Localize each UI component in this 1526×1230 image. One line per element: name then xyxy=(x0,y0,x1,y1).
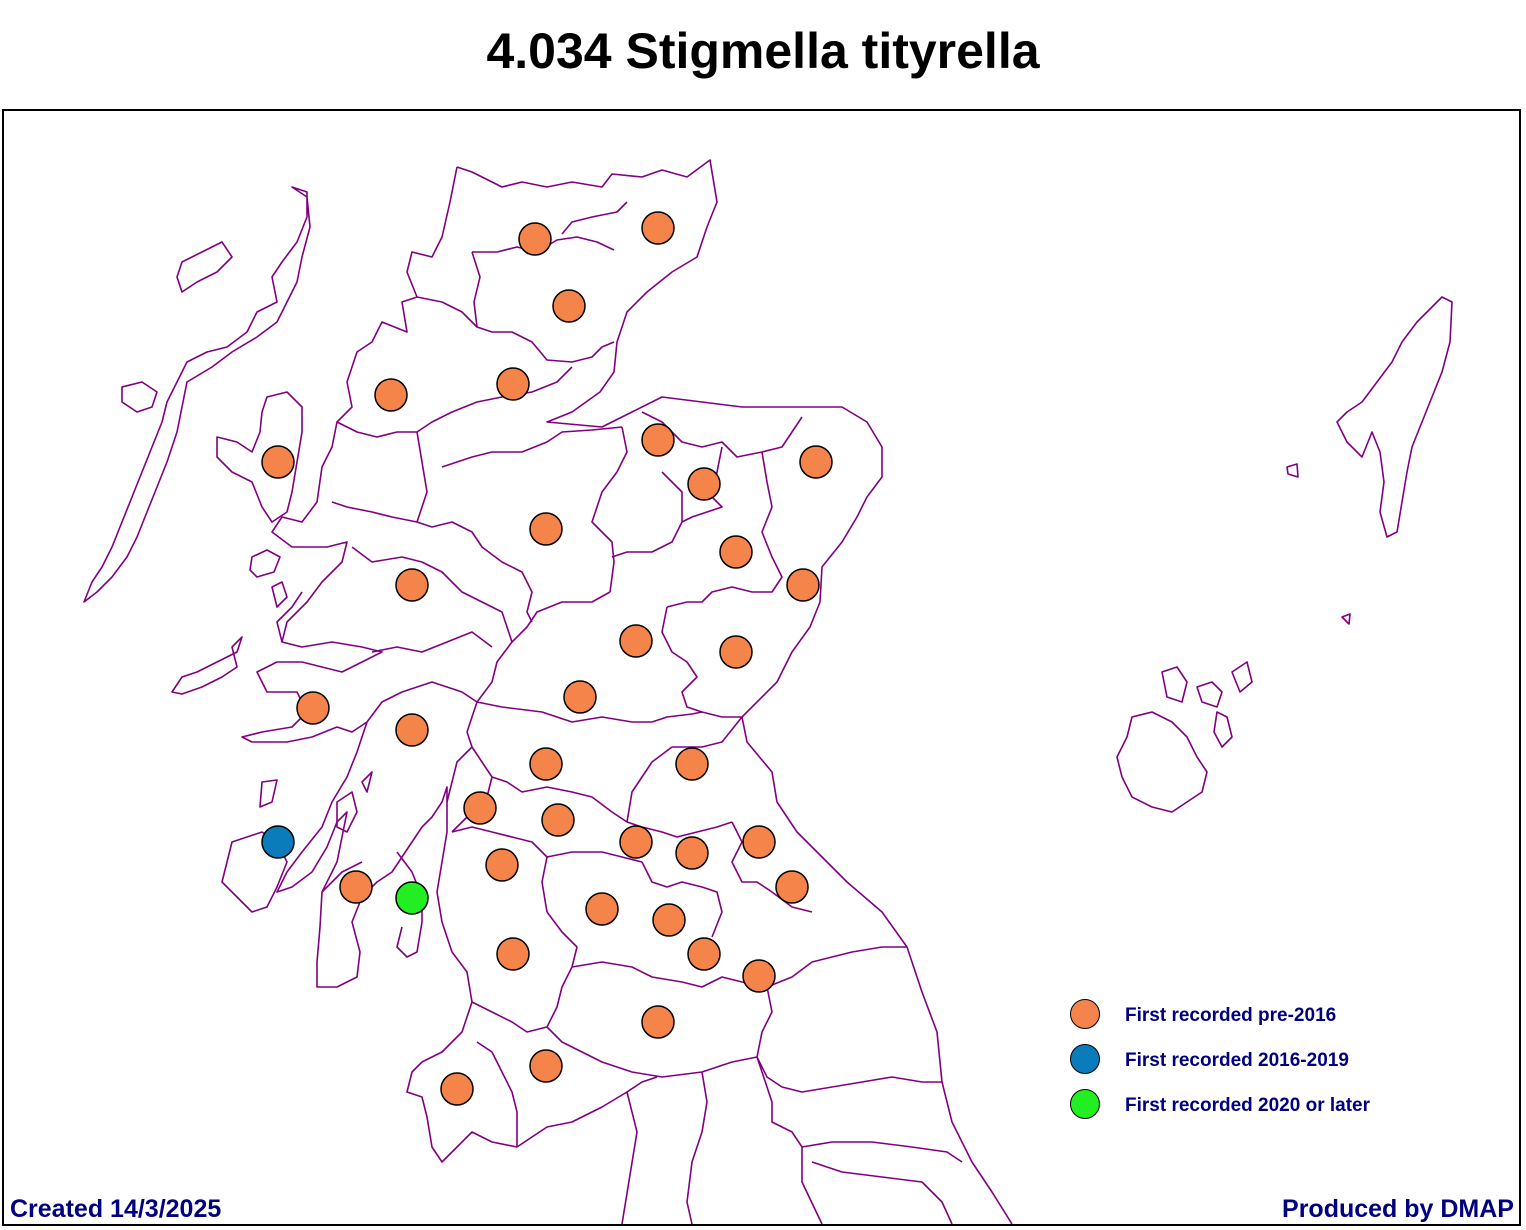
legend-item-pre-2016: First recorded pre-2016 xyxy=(1067,999,1427,1035)
record-marker-pre-2016 xyxy=(339,870,373,904)
record-marker-pre-2016 xyxy=(440,1072,474,1106)
record-marker-pre-2016 xyxy=(675,747,709,781)
record-marker-pre-2016 xyxy=(395,568,429,602)
legend-item-2016-2019: First recorded 2016-2019 xyxy=(1067,1044,1427,1080)
legend-label-2020-later: First recorded 2020 or later xyxy=(1125,1095,1370,1116)
record-marker-pre-2016 xyxy=(742,959,776,993)
record-marker-pre-2016 xyxy=(799,445,833,479)
orkney xyxy=(1116,711,1208,813)
outer-hebrides xyxy=(83,186,311,603)
produced-by: Produced by DMAP xyxy=(1282,1195,1514,1223)
record-markers xyxy=(261,211,833,1106)
record-marker-pre-2016 xyxy=(675,836,709,870)
created-date: Created 14/3/2025 xyxy=(10,1195,222,1223)
record-marker-pre-2016 xyxy=(485,848,519,882)
west-coast-outline xyxy=(241,166,638,1224)
vice-county-boundaries xyxy=(83,159,1453,1224)
legend-label-pre-2016: First recorded pre-2016 xyxy=(1125,1005,1337,1026)
record-marker-pre-2016 xyxy=(619,825,653,859)
record-marker-pre-2016 xyxy=(652,903,686,937)
record-marker-pre-2016 xyxy=(786,568,820,602)
record-marker-pre-2016 xyxy=(775,870,809,904)
record-marker-pre-2016 xyxy=(687,467,721,501)
record-marker-pre-2016 xyxy=(496,937,530,971)
legend-dot-2020-later-icon xyxy=(1070,1089,1100,1119)
mainland-outline xyxy=(456,159,1013,1224)
map-frame: First recorded pre-2016 First recorded 2… xyxy=(2,109,1521,1226)
record-marker-pre-2016 xyxy=(529,747,563,781)
map-canvas xyxy=(83,159,1453,1224)
record-marker-pre-2016 xyxy=(518,222,552,256)
record-marker-pre-2016 xyxy=(296,691,330,725)
record-marker-pre-2016 xyxy=(585,892,619,926)
record-marker-pre-2016 xyxy=(742,825,776,859)
record-marker-pre-2016 xyxy=(641,211,675,245)
record-marker-pre-2016 xyxy=(374,378,408,412)
record-marker-pre-2016 xyxy=(719,535,753,569)
legend-dot-pre-2016-icon xyxy=(1070,999,1100,1029)
record-marker-pre-2016 xyxy=(719,635,753,669)
record-marker-pre-2016 xyxy=(463,791,497,825)
record-marker-pre-2016 xyxy=(261,445,295,479)
record-marker-pre-2016 xyxy=(552,289,586,323)
skye xyxy=(216,391,303,523)
record-marker-pre-2016 xyxy=(563,680,597,714)
legend-dot-2016-2019-icon xyxy=(1070,1044,1100,1074)
record-marker-2016-2019 xyxy=(261,825,295,859)
shetland xyxy=(1336,296,1453,538)
record-marker-pre-2016 xyxy=(529,512,563,546)
record-marker-pre-2016 xyxy=(641,423,675,457)
record-marker-pre-2016 xyxy=(687,937,721,971)
record-marker-pre-2016 xyxy=(529,1049,563,1083)
map-title: 4.034 Stigmella tityrella xyxy=(486,23,1040,79)
legend-label-2016-2019: First recorded 2016-2019 xyxy=(1125,1050,1349,1071)
record-marker-pre-2016 xyxy=(496,367,530,401)
record-marker-pre-2016 xyxy=(395,713,429,747)
record-marker-pre-2016 xyxy=(541,803,575,837)
record-marker-pre-2016 xyxy=(641,1005,675,1039)
record-marker-2020-later xyxy=(395,881,429,915)
legend-item-2020-later: First recorded 2020 or later xyxy=(1067,1089,1427,1125)
record-marker-pre-2016 xyxy=(619,624,653,658)
